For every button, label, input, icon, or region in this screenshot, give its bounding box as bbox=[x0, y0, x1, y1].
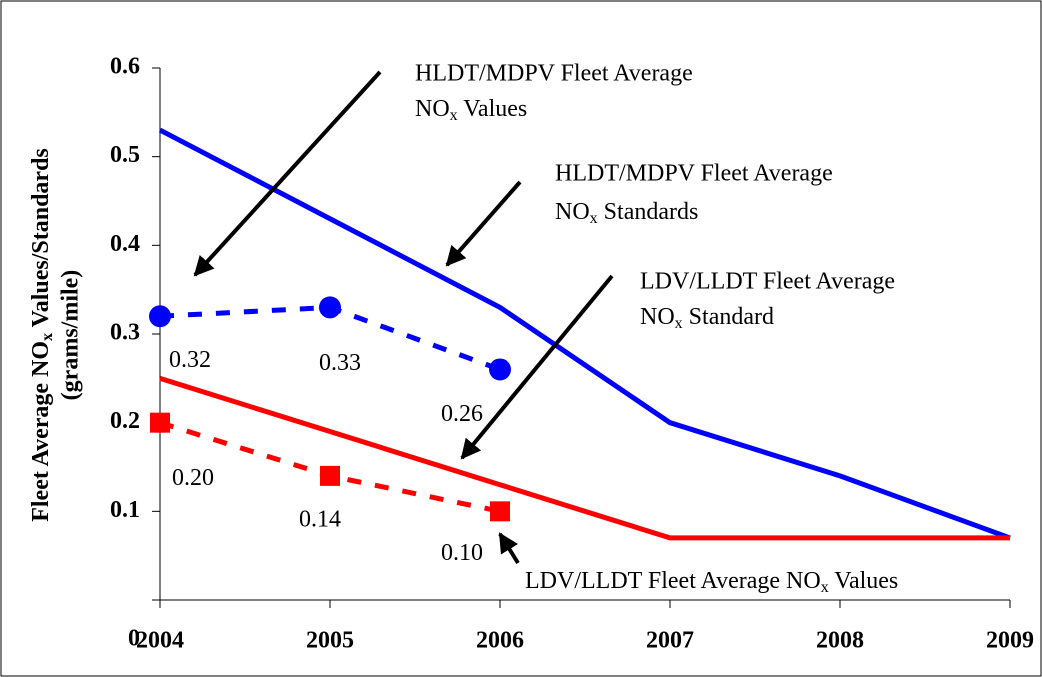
x-tick-label: 2004 bbox=[136, 628, 184, 654]
y-tick-label: 0.5 bbox=[110, 142, 140, 168]
data-label: 0.26 bbox=[441, 401, 483, 427]
arrow bbox=[193, 70, 382, 277]
annotation: NOx Standard bbox=[640, 304, 774, 332]
arrow bbox=[445, 180, 522, 267]
x-tick-label: 2007 bbox=[646, 628, 694, 654]
series-line bbox=[158, 127, 1011, 541]
x-tick-label: 2008 bbox=[816, 628, 864, 654]
x-tick-label: 2009 bbox=[986, 628, 1034, 654]
y-axis-label: Fleet Average NOx Values/Standards bbox=[28, 148, 56, 522]
annotation: NOx Values bbox=[415, 96, 527, 124]
data-label: 0.10 bbox=[441, 540, 483, 566]
x-tick-label: 2006 bbox=[476, 628, 524, 654]
point bbox=[320, 465, 340, 486]
annotation: NOx Standards bbox=[555, 199, 698, 227]
point bbox=[489, 358, 511, 381]
point bbox=[319, 296, 341, 319]
y-tick-label: 0.3 bbox=[110, 320, 140, 346]
data-label: 0.20 bbox=[172, 465, 214, 491]
annotation: LDV/LLDT Fleet Average bbox=[640, 269, 895, 295]
data-label: 0.14 bbox=[299, 506, 341, 532]
arrow bbox=[460, 274, 614, 460]
annotation: HLDT/MDPV Fleet Average bbox=[555, 161, 833, 187]
annotation: LDV/LLDT Fleet Average NOx Values bbox=[525, 568, 898, 596]
y-axis-title: Fleet Average NOx Values/Standards (gram… bbox=[28, 148, 84, 522]
series-line bbox=[159, 375, 1010, 541]
y-tick-label: 0.4 bbox=[110, 231, 140, 257]
y-tick-label: 0 bbox=[128, 626, 140, 652]
annotation: HLDT/MDPV Fleet Average bbox=[415, 61, 693, 87]
x-tick-label: 2005 bbox=[306, 628, 354, 654]
y-axis-label: (grams/mile) bbox=[58, 270, 84, 401]
annotations: HLDT/MDPV Fleet Average NOx Values HLDT/… bbox=[193, 61, 898, 596]
point bbox=[150, 412, 170, 433]
arrow bbox=[498, 532, 520, 565]
y-tick-label: 0.2 bbox=[110, 408, 140, 434]
point bbox=[490, 501, 510, 522]
y-tick-label: 0.6 bbox=[110, 54, 140, 80]
data-label: 0.33 bbox=[319, 350, 361, 376]
plot-area: 0 0.1 0.2 0.3 0.4 0.5 0.6 2004 2005 2006 2007 2008 2… bbox=[110, 54, 1034, 654]
point bbox=[149, 305, 171, 328]
y-tick-label: 0.1 bbox=[110, 497, 140, 523]
data-label: 0.32 bbox=[169, 347, 211, 373]
